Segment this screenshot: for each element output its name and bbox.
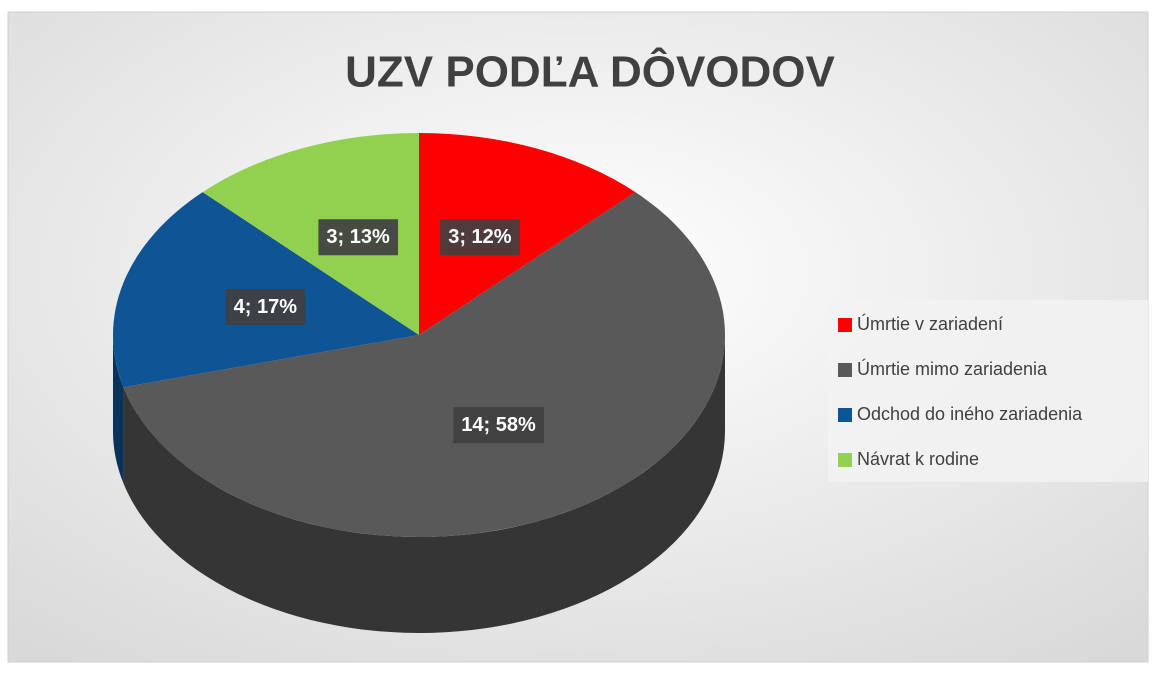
- pie-slice-side: [123, 335, 725, 633]
- pie-slice-side: [113, 335, 124, 484]
- pie-slice: [123, 192, 725, 537]
- data-label-box: [440, 219, 520, 256]
- chart-title: UZV PODĽA DÔVODOV: [345, 46, 835, 97]
- legend-label: Úmrtie v zariadení: [857, 313, 1003, 334]
- data-label: 3; 13%: [326, 226, 390, 248]
- legend-swatch: [838, 318, 852, 332]
- data-label-box: [318, 219, 399, 256]
- pie-slice: [202, 133, 419, 335]
- data-label: 3; 12%: [448, 226, 512, 248]
- data-label: 4; 17%: [234, 296, 298, 318]
- data-label-box: [225, 289, 306, 326]
- legend-box: [828, 300, 1148, 482]
- legend-label: Návrat k rodine: [857, 449, 979, 469]
- legend-label: Odchod do iného zariadenia: [857, 404, 1083, 424]
- legend-label: Úmrtie mimo zariadenia: [857, 358, 1048, 379]
- legend-swatch: [838, 408, 852, 422]
- pie-slice: [419, 133, 636, 335]
- legend-swatch: [838, 363, 852, 377]
- legend-swatch: [838, 453, 852, 467]
- data-label-box: [453, 407, 545, 444]
- data-label: 14; 58%: [461, 414, 536, 436]
